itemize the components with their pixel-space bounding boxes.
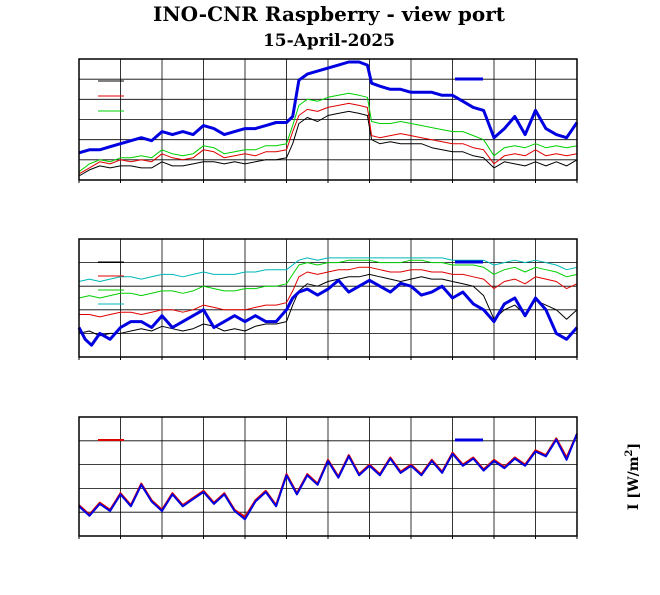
series-line-lowest: [78, 273, 578, 337]
series-line-hot: [77, 278, 579, 347]
figure-title: INO-CNR Raspberry - view port: [153, 2, 506, 26]
series-line-low: [78, 110, 578, 177]
series-line-low: [79, 266, 578, 318]
series-line-irradiance: [78, 433, 578, 521]
y2-axis-label-end: ]: [626, 443, 642, 450]
series-line-camera: [78, 60, 579, 155]
series-line-mid: [78, 259, 578, 299]
figure-date: 15-April-2025: [263, 31, 395, 51]
grid-lines: [78, 58, 578, 181]
y2-axis-label-main: I [W/m: [626, 456, 642, 510]
panel-top-temperatures: [78, 58, 579, 183]
y2-axis-label-superscript: 2: [624, 449, 635, 456]
y2-axis-label: I [W/m2]: [624, 443, 642, 510]
series-line-up: [78, 257, 578, 282]
series-line-up: [78, 92, 578, 173]
series-line-mid: [78, 102, 578, 175]
panel-bottom-brightness: I [W/m2]: [78, 416, 642, 539]
panel-middle-temperatures: [77, 238, 579, 360]
grid-lines: [78, 238, 578, 358]
grid-lines: [78, 416, 578, 537]
